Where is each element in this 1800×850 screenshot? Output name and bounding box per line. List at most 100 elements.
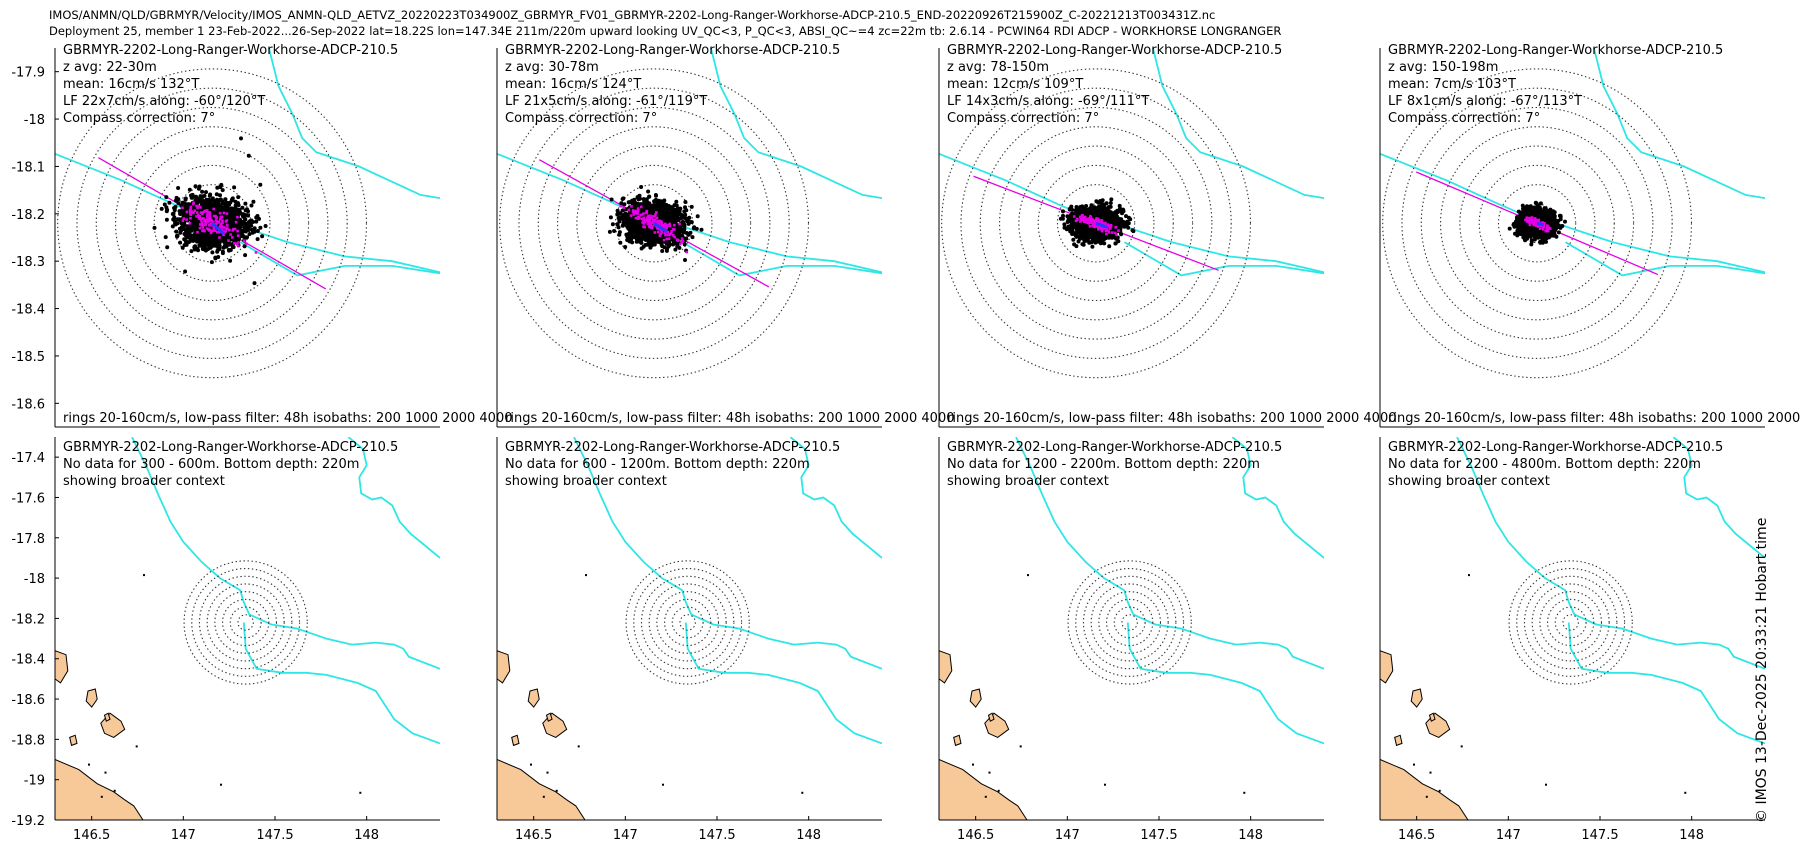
velocity-dot xyxy=(255,229,260,233)
velocity-dot xyxy=(204,190,208,195)
velocity-dot xyxy=(1076,239,1081,244)
lowpass-dot xyxy=(657,222,661,225)
velocity-dot xyxy=(1122,224,1127,229)
lowpass-dot xyxy=(653,218,657,221)
velocity-dot xyxy=(224,244,229,249)
velocity-dot xyxy=(245,207,249,212)
velocity-dot xyxy=(239,136,243,141)
lowpass-dot xyxy=(652,219,655,222)
current-panel-3: GBRMYR-2202-Long-Ranger-Workhorse-ADCP-2… xyxy=(938,43,1397,428)
velocity-dot xyxy=(227,202,232,207)
velocity-dot xyxy=(242,244,247,249)
velocity-dot xyxy=(631,230,636,234)
lowpass-dot xyxy=(202,217,206,221)
velocity-dot xyxy=(1109,197,1114,202)
velocity-dot xyxy=(638,230,643,235)
lowpass-dot xyxy=(663,231,667,235)
velocity-dot xyxy=(249,223,254,228)
velocity-dot xyxy=(633,202,638,207)
velocity-dot xyxy=(1128,217,1133,222)
speed-ring xyxy=(941,68,1252,379)
velocity-dot xyxy=(213,210,218,215)
velocity-dot xyxy=(177,209,182,214)
velocity-dot xyxy=(684,231,689,235)
velocity-dot xyxy=(618,211,623,216)
velocity-dot xyxy=(610,222,615,227)
lowpass-dot xyxy=(648,225,651,229)
lowpass-dot xyxy=(221,221,224,224)
lowpass-dot xyxy=(651,224,654,228)
velocity-dot xyxy=(207,205,212,210)
lowpass-dot xyxy=(214,219,218,222)
lowpass-dot xyxy=(205,221,208,224)
lowpass-dot xyxy=(205,214,209,217)
speed-ring xyxy=(999,126,1194,321)
velocity-dot xyxy=(198,194,203,199)
velocity-dot xyxy=(1062,222,1067,227)
lowpass-dot xyxy=(208,211,212,214)
current-panel-1: -17.9-18-18.1-18.2-18.3-18.4-18.5-18.6GB… xyxy=(11,43,513,428)
lowpass-dot xyxy=(658,228,661,231)
velocity-dot xyxy=(212,242,217,247)
velocity-dot xyxy=(197,198,202,203)
velocity-dot xyxy=(665,205,670,209)
velocity-dot xyxy=(1087,240,1092,245)
velocity-dot xyxy=(1070,219,1075,224)
velocity-dot xyxy=(197,243,202,248)
velocity-dot xyxy=(675,233,680,238)
velocity-dot xyxy=(178,240,183,245)
velocity-dot xyxy=(622,202,627,207)
velocity-dot xyxy=(669,209,673,214)
velocity-dot xyxy=(646,240,651,245)
y-tick-label: -18.2 xyxy=(11,208,45,223)
lowpass-dot xyxy=(642,212,645,215)
lowpass-dot xyxy=(222,211,226,215)
velocity-dot xyxy=(650,211,655,216)
velocity-dot xyxy=(252,226,257,231)
velocity-dot xyxy=(625,238,630,242)
panel-annotation: LF 22x7cm/s along: -60°/120°T xyxy=(63,94,265,109)
lowpass-dot xyxy=(653,215,657,218)
velocity-dot xyxy=(215,185,220,190)
velocity-dot xyxy=(615,212,620,217)
lowpass-dot xyxy=(634,216,638,220)
velocity-dot xyxy=(627,219,632,224)
velocity-dot xyxy=(164,217,169,222)
velocity-dot xyxy=(615,208,620,213)
velocity-dot xyxy=(258,182,263,187)
speed-ring xyxy=(1037,164,1155,282)
velocity-dot xyxy=(1130,228,1135,233)
isobath-200-line xyxy=(497,152,882,274)
lowpass-dot xyxy=(192,202,195,206)
velocity-dot xyxy=(163,235,168,240)
velocity-dot xyxy=(1067,207,1072,212)
lowpass-dot xyxy=(219,217,222,221)
velocity-dot xyxy=(205,237,210,242)
velocity-dot xyxy=(685,219,689,224)
lowpass-dot xyxy=(630,205,633,208)
velocity-dot xyxy=(215,203,220,207)
velocity-dot xyxy=(668,212,672,217)
lowpass-dot xyxy=(204,223,207,227)
y-tick-label: -18.4 xyxy=(11,303,45,318)
lowpass-dot xyxy=(641,221,644,224)
velocity-dot xyxy=(674,199,679,204)
velocity-dot xyxy=(671,240,676,245)
lowpass-dot xyxy=(221,219,224,222)
velocity-dot xyxy=(246,213,251,218)
lowpass-dot xyxy=(676,239,679,242)
velocity-dot xyxy=(674,203,679,208)
lowpass-dot xyxy=(670,230,673,233)
lowpass-dot xyxy=(201,225,204,229)
velocity-dot xyxy=(212,199,217,203)
lowpass-dot xyxy=(235,242,239,245)
lowpass-dot xyxy=(639,213,643,217)
lowpass-dot xyxy=(204,219,207,222)
lowpass-dot xyxy=(655,216,659,220)
lowpass-dot xyxy=(649,222,653,226)
velocity-dot xyxy=(187,187,192,192)
velocity-dot xyxy=(213,237,218,242)
velocity-dot xyxy=(252,281,257,286)
lowpass-dot xyxy=(631,210,635,213)
